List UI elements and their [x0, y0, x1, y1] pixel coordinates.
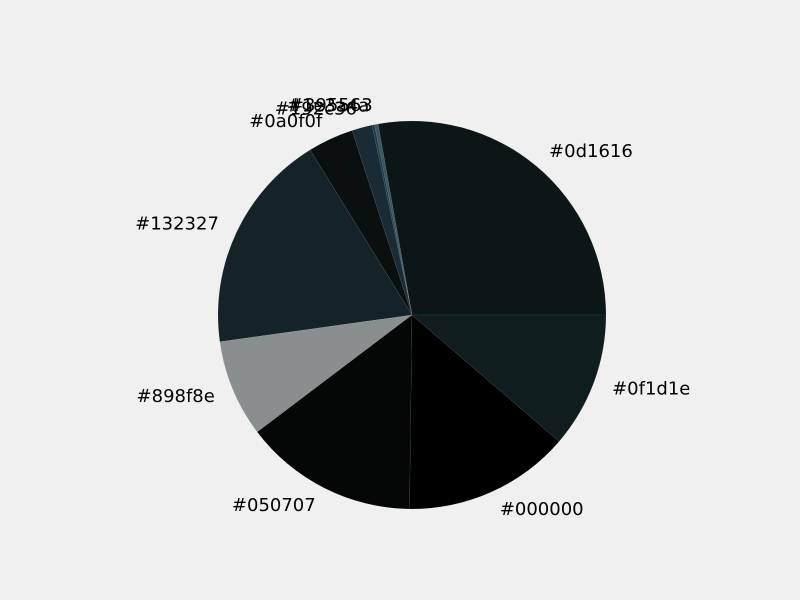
- slice-label: #0a0f0f: [249, 111, 323, 132]
- pie-labels: #0d1616 #395563#1e3a4a#192c36#0a0f0f #1323…: [135, 95, 690, 520]
- pie-slice: [409, 314, 560, 510]
- slice-label: #395563: [289, 95, 373, 116]
- pie-slice: [257, 314, 413, 510]
- slice-label: #898f8e: [137, 386, 215, 407]
- pie-slice: [377, 120, 607, 316]
- slice-label: #132327: [135, 214, 219, 235]
- pie-slice: [310, 130, 413, 316]
- slice-label: #000000: [500, 499, 584, 520]
- pie-slice: [374, 123, 413, 316]
- pie-slice: [217, 149, 413, 342]
- slice-label: #0d1616: [549, 141, 633, 162]
- pie-slice: [219, 314, 413, 433]
- slice-label: #192c36: [275, 98, 357, 119]
- slice-label: #050707: [232, 495, 316, 516]
- pie-slice: [411, 314, 607, 442]
- pie-slice: [351, 125, 413, 316]
- pie-slice: [371, 124, 413, 316]
- pie-slices: [217, 120, 607, 510]
- slice-label: #1e3a4a: [287, 95, 370, 116]
- slice-label: #0f1d1e: [612, 379, 690, 400]
